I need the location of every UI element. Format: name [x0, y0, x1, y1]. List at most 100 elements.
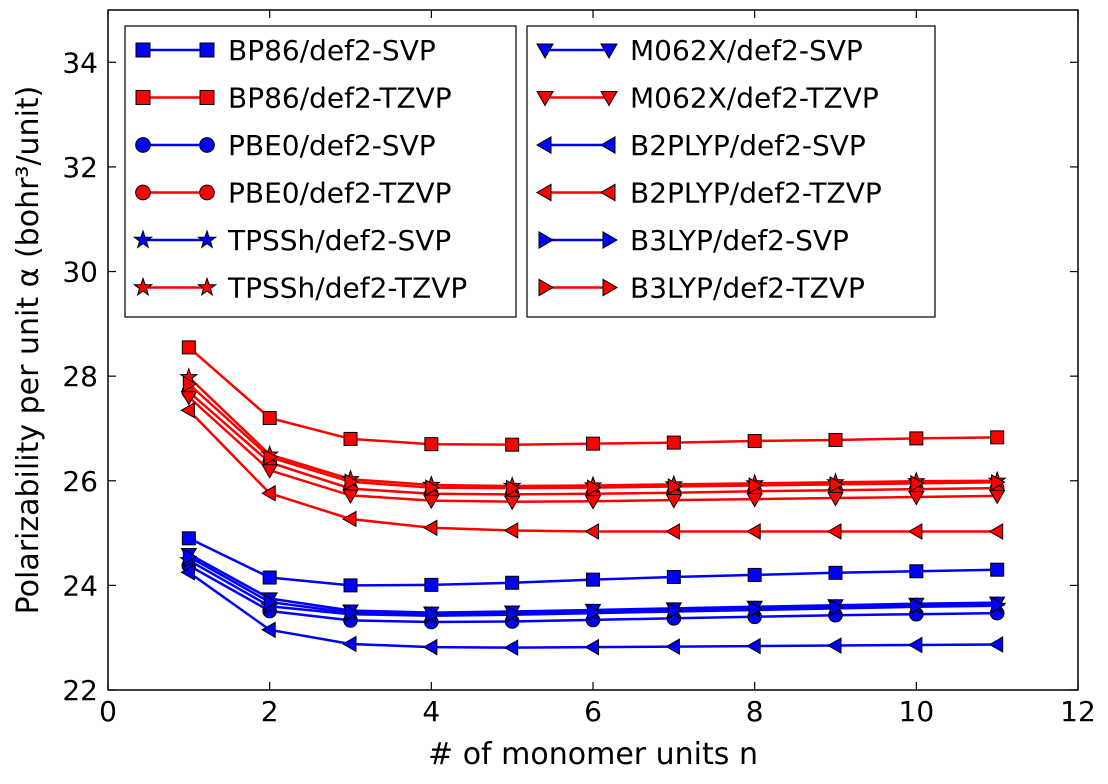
data-point [747, 434, 762, 449]
data-point [341, 635, 357, 653]
legend-label: B3LYP/def2-TZVP [630, 272, 865, 305]
legend-marker [132, 229, 154, 249]
y-tick-label: 32 [62, 151, 98, 184]
legend-label: M062X/def2-TZVP [630, 82, 879, 115]
series-11 [182, 375, 1006, 497]
data-point [503, 495, 521, 511]
data-point [748, 600, 764, 618]
legend-marker [600, 183, 616, 202]
data-point [586, 572, 600, 587]
x-tick-label: 0 [99, 695, 117, 728]
data-point [425, 605, 440, 623]
series-9 [180, 401, 1004, 540]
y-tick-label: 30 [62, 256, 98, 289]
legend-marker [536, 91, 554, 107]
legend-entry: B3LYP/def2-TZVP [538, 272, 865, 305]
y-tick-label: 26 [62, 465, 98, 498]
legend-entry: PBE0/def2-SVP [135, 129, 436, 162]
legend-label: M062X/def2-SVP [630, 34, 863, 67]
legend-label: BP86/def2-TZVP [228, 82, 452, 115]
data-point [665, 638, 680, 655]
data-point [909, 431, 924, 446]
data-point [341, 510, 357, 528]
data-point [343, 431, 358, 446]
y-tick-label: 28 [62, 360, 98, 393]
data-point [506, 479, 521, 497]
data-point [180, 391, 198, 406]
data-point [827, 492, 844, 507]
data-point [829, 599, 845, 616]
data-point [503, 639, 519, 656]
x-tick-label: 2 [261, 695, 279, 728]
y-axis-label: Polarizability per unit α (bohr³/unit) [11, 86, 46, 615]
data-point [587, 479, 602, 496]
legend-box-1 [526, 25, 936, 318]
legend-entry: M062X/def2-TZVP [536, 82, 879, 115]
data-point [586, 436, 600, 451]
data-point [908, 491, 925, 506]
x-axis-label: # of monomer units n [428, 737, 758, 772]
legend-marker [600, 43, 618, 60]
y-tick-label: 34 [62, 46, 98, 79]
data-point [666, 570, 681, 585]
data-point [907, 523, 923, 540]
data-point [182, 548, 198, 565]
data-point [262, 411, 277, 425]
data-point [910, 475, 925, 492]
legend-marker [602, 278, 618, 297]
data-point [746, 493, 763, 508]
data-point [910, 597, 925, 615]
data-point [425, 479, 440, 496]
data-point [503, 522, 519, 539]
data-point [746, 637, 761, 655]
legend-entry: PBE0/def2-TZVP [135, 177, 452, 210]
data-point [988, 489, 1006, 505]
data-point [261, 484, 276, 502]
series-8 [180, 563, 1004, 656]
series-10 [182, 548, 1006, 623]
series-1 [181, 340, 1005, 452]
data-point [344, 604, 360, 621]
legend-entry: B2PLYP/def2-SVP [536, 129, 866, 162]
x-tick-label: 12 [1060, 695, 1096, 728]
data-point [587, 603, 602, 621]
data-point [584, 495, 602, 510]
legend-marker [199, 137, 215, 153]
series-7 [180, 391, 1006, 511]
legend-marker [199, 42, 215, 58]
data-point [180, 563, 195, 581]
legend-entry: BP86/def2-TZVP [135, 82, 452, 115]
data-point [181, 531, 196, 546]
data-point [182, 375, 198, 393]
data-point [990, 562, 1005, 577]
data-point [667, 602, 683, 619]
legend-entry: TPSSh/def2-SVP [132, 224, 451, 257]
data-point [828, 565, 843, 580]
series-0 [181, 531, 1005, 593]
legend-marker [132, 276, 154, 297]
legend-marker [135, 184, 151, 201]
legend-marker [135, 137, 151, 153]
data-point [506, 605, 521, 622]
data-point [746, 523, 761, 540]
data-point [262, 570, 277, 585]
data-point [665, 523, 680, 540]
legend-marker [600, 91, 618, 107]
data-point [344, 473, 360, 491]
x-tick-label: 8 [746, 695, 764, 728]
legend-label: B2PLYP/def2-SVP [630, 129, 866, 162]
data-point [261, 621, 276, 639]
legend-entry: BP86/def2-SVP [135, 34, 436, 67]
data-point [829, 476, 845, 493]
data-point [180, 401, 195, 419]
legend-label: TPSSh/def2-TZVP [227, 272, 467, 305]
legend-marker [196, 276, 218, 297]
data-point [584, 523, 599, 540]
legend-entry: B3LYP/def2-SVP [538, 224, 849, 257]
legend-label: PBE0/def2-TZVP [228, 177, 452, 210]
data-point [422, 638, 438, 656]
legend-entry: M062X/def2-SVP [536, 34, 863, 67]
legend-entry: TPSSh/def2-TZVP [132, 272, 467, 305]
data-point [990, 430, 1005, 445]
